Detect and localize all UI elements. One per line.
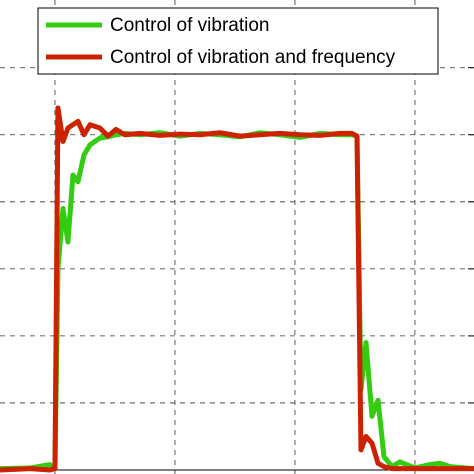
series-line [0, 130, 474, 472]
legend-label: Control of vibration [110, 15, 269, 36]
legend-box [37, 7, 439, 75]
legend-label: Control of vibration and frequency [110, 47, 396, 68]
series-line [0, 105, 474, 473]
legend: Control of vibration Control of vibration… [37, 7, 439, 75]
